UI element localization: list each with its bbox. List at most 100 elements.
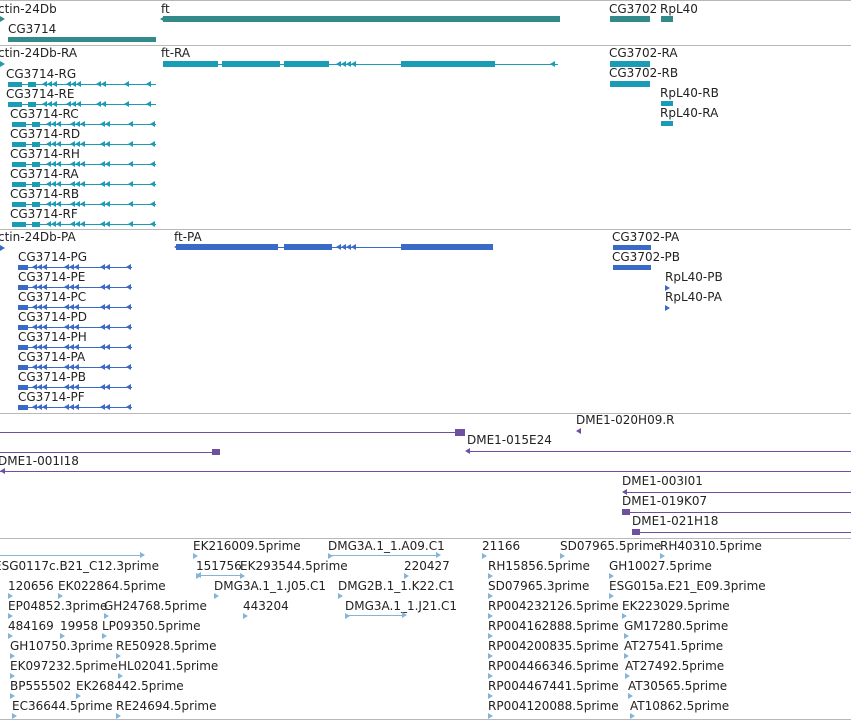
transcript-exon[interactable]: [12, 222, 26, 227]
strand-arrow-left-icon: [32, 404, 37, 410]
transcript-exon[interactable]: [28, 102, 36, 107]
strand-arrow-left-icon: [128, 201, 133, 207]
transcript-exon[interactable]: [12, 202, 26, 207]
transcript-exon[interactable]: [610, 81, 650, 87]
strand-arrow-left-icon: [47, 101, 52, 107]
clone-line: [0, 432, 460, 433]
protein-exon[interactable]: [613, 265, 651, 270]
transcript-exon[interactable]: [661, 101, 673, 106]
clone-end[interactable]: [212, 449, 220, 455]
strand-arrow-right-icon: [436, 552, 441, 558]
strand-arrow-left-icon: [74, 284, 79, 290]
strand-arrow-right-icon: [482, 553, 487, 559]
strand-arrow-left-icon: [69, 284, 74, 290]
transcript-exon[interactable]: [32, 122, 40, 127]
transcript-exon[interactable]: [8, 102, 22, 107]
est-label: 484169: [8, 619, 54, 633]
est-label: 220427: [404, 559, 450, 573]
strand-arrow-left-icon: [75, 221, 80, 227]
protein-exon[interactable]: [18, 285, 28, 290]
transcript-exon[interactable]: [32, 222, 40, 227]
strand-arrow-right-icon: [624, 653, 629, 659]
strand-arrow-left-icon: [128, 141, 133, 147]
transcript-exon[interactable]: [222, 61, 280, 67]
transcript-exon[interactable]: [32, 142, 40, 147]
est-label: RE50928.5prime: [116, 639, 217, 653]
protein-exon[interactable]: [18, 265, 28, 270]
transcript-exon[interactable]: [661, 121, 673, 126]
gene-bar-cg3714[interactable]: [8, 37, 156, 42]
strand-arrow-right-icon: [488, 573, 493, 579]
transcript-exon[interactable]: [284, 61, 329, 67]
transcript-exon[interactable]: [12, 142, 26, 147]
clone-end[interactable]: [622, 509, 630, 515]
est-label: 21166: [482, 539, 521, 553]
strand-arrow-left-icon: [32, 344, 37, 350]
transcript-exon[interactable]: [28, 82, 36, 87]
protein-exon[interactable]: [18, 405, 28, 410]
transcript-exon[interactable]: [32, 182, 40, 187]
strand-arrow-left-icon: [56, 121, 61, 127]
strand-arrow-left-icon: [105, 304, 110, 310]
strand-arrow-right-icon: [0, 16, 5, 22]
est-label: HL02041.5prime: [118, 659, 219, 673]
transcript-label-ft-ra: ft-RA: [161, 46, 191, 60]
transcript-exon[interactable]: [12, 122, 26, 127]
strand-arrow-left-icon: [56, 221, 61, 227]
strand-arrow-left-icon: [70, 181, 75, 187]
strand-arrow-right-icon: [488, 653, 493, 659]
track-separator: [0, 45, 851, 46]
protein-exon[interactable]: [18, 325, 28, 330]
strand-arrow-left-icon: [74, 324, 79, 330]
strand-arrow-left-icon: [64, 264, 69, 270]
strand-arrow-left-icon: [52, 101, 57, 107]
protein-exon[interactable]: [18, 385, 28, 390]
transcript-exon[interactable]: [401, 61, 495, 67]
protein-exon[interactable]: [18, 305, 28, 310]
transcript-exon[interactable]: [32, 202, 40, 207]
strand-arrow-left-icon: [37, 384, 42, 390]
gene-bar-ft[interactable]: [163, 16, 560, 22]
protein-exon[interactable]: [18, 365, 28, 370]
strand-arrow-left-icon: [32, 284, 37, 290]
track-separator: [0, 413, 851, 414]
transcript-label: CG3702-RB: [609, 66, 679, 80]
strand-arrow-left-icon: [465, 448, 470, 454]
protein-exon[interactable]: [613, 245, 651, 250]
strand-arrow-left-icon: [105, 284, 110, 290]
strand-arrow-left-icon: [100, 264, 105, 270]
gene-bar-cg3702[interactable]: [610, 16, 650, 22]
strand-arrow-right-icon: [243, 613, 248, 619]
track-separator: [0, 719, 851, 720]
transcript-exon[interactable]: [12, 182, 26, 187]
transcript-exon[interactable]: [163, 61, 218, 67]
strand-arrow-right-icon: [404, 573, 409, 579]
transcript-intron-line: [8, 84, 156, 85]
transcript-exon[interactable]: [12, 162, 26, 167]
strand-arrow-left-icon: [64, 284, 69, 290]
strand-arrow-left-icon: [341, 61, 346, 67]
est-label: GH24768.5prime: [104, 599, 207, 613]
gene-bar-rpl40[interactable]: [661, 16, 673, 22]
protein-exon[interactable]: [401, 244, 493, 250]
strand-arrow-right-icon: [60, 633, 65, 639]
transcript-exon[interactable]: [32, 162, 40, 167]
protein-label: CG3714-PF: [18, 390, 85, 404]
strand-arrow-left-icon: [42, 304, 47, 310]
strand-arrow-left-icon: [80, 141, 85, 147]
est-label: EK293544.5prime: [240, 559, 348, 573]
transcript-exon[interactable]: [8, 82, 22, 87]
strand-arrow-left-icon: [550, 61, 555, 67]
protein-exon[interactable]: [18, 345, 28, 350]
transcript-exon[interactable]: [610, 61, 650, 67]
strand-arrow-left-icon: [42, 324, 47, 330]
transcript-intron-line: [8, 104, 156, 105]
est-label: 19958: [60, 619, 99, 633]
strand-arrow-right-icon: [10, 693, 15, 699]
strand-arrow-left-icon: [96, 101, 101, 107]
clone-end[interactable]: [632, 529, 640, 535]
clone-end[interactable]: [455, 429, 465, 436]
strand-arrow-left-icon: [80, 161, 85, 167]
strand-arrow-left-icon: [105, 181, 110, 187]
strand-arrow-left-icon: [51, 181, 56, 187]
